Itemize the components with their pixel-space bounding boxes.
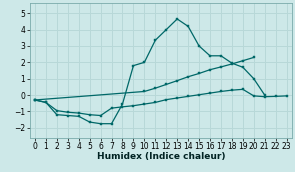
X-axis label: Humidex (Indice chaleur): Humidex (Indice chaleur) [96, 152, 225, 161]
